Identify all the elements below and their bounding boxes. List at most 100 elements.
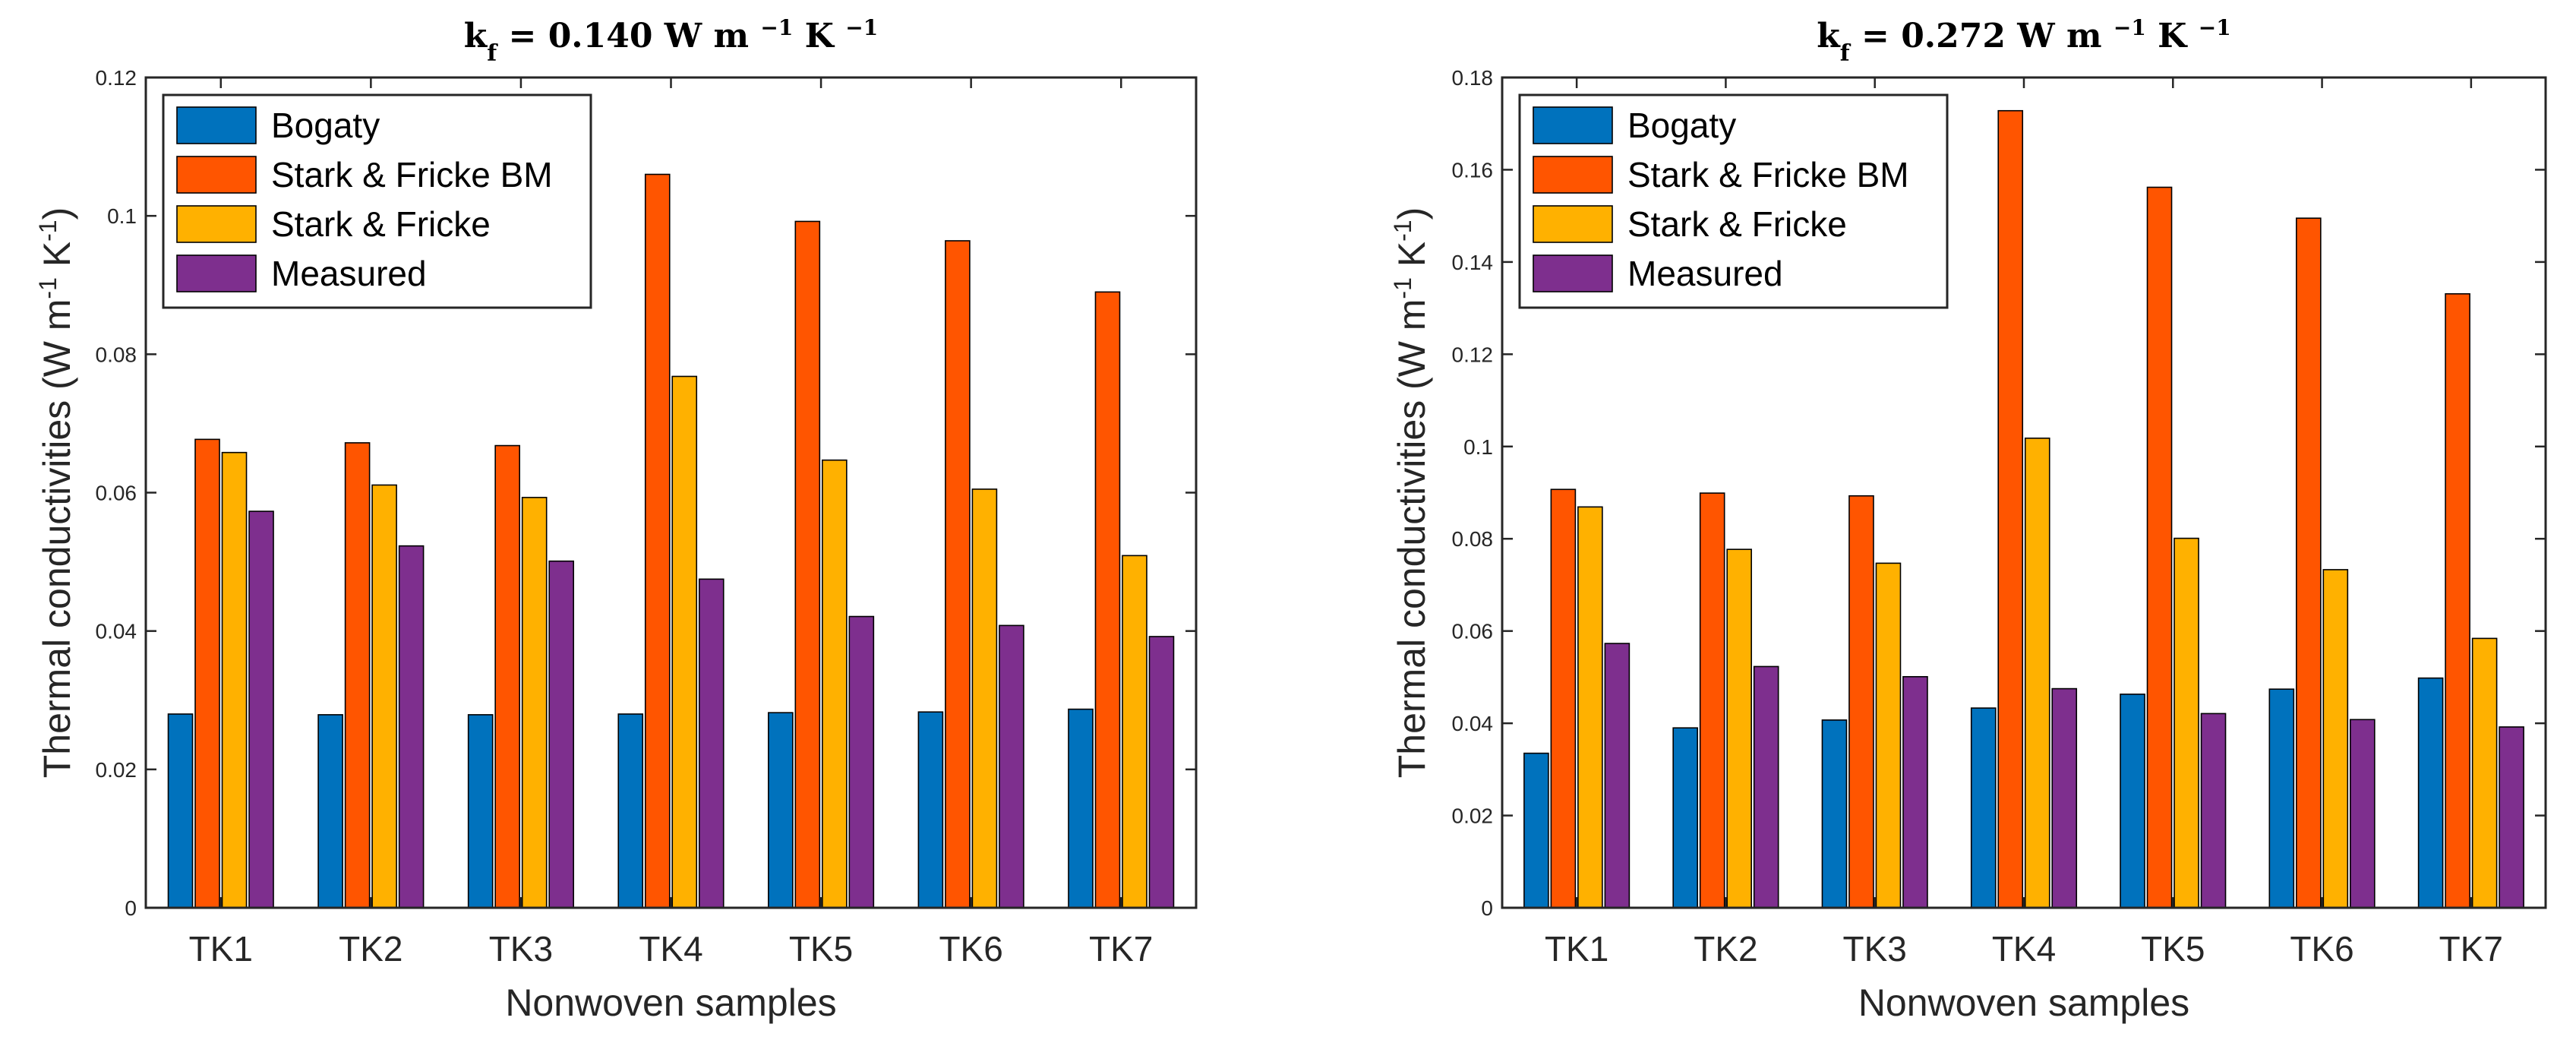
legend-item: Measured bbox=[176, 254, 427, 293]
y-tick-label: 0.04 bbox=[1452, 712, 1494, 735]
series-measured bbox=[1604, 643, 2524, 909]
legend-item: Bogaty bbox=[176, 106, 380, 145]
bar-tk7 bbox=[2499, 726, 2524, 909]
legend-label: Stark & Fricke BM bbox=[271, 155, 553, 194]
legend: Bogaty Stark & Fricke BM Stark & Fricke Mea… bbox=[162, 93, 592, 309]
legend-swatch bbox=[1533, 106, 1613, 144]
x-tick-label: TK3 bbox=[1843, 929, 1907, 969]
bar-tk4 bbox=[617, 713, 644, 909]
x-tick-label: TK7 bbox=[2439, 929, 2503, 969]
bar-tk2 bbox=[371, 484, 397, 909]
y-tick-label: 0 bbox=[1481, 896, 1493, 920]
bar-tk6 bbox=[2350, 719, 2376, 909]
legend: Bogaty Stark & Fricke BM Stark & Fricke Mea… bbox=[1518, 93, 1949, 309]
bar-tk1 bbox=[1577, 506, 1603, 909]
x-tick-label: TK1 bbox=[189, 929, 253, 969]
bar-tk2 bbox=[1672, 727, 1698, 909]
bar-tk5 bbox=[2174, 537, 2199, 909]
bar-tk5 bbox=[2200, 713, 2227, 909]
y-tick-label: 0.18 bbox=[1452, 66, 1494, 90]
y-tick-label: 0.06 bbox=[96, 482, 137, 505]
series-bogaty bbox=[1523, 677, 2444, 909]
bar-tk1 bbox=[167, 713, 194, 909]
bar-tk3 bbox=[1821, 719, 1848, 909]
y-axis: 0 0.02 0.04 0.06 0.08 0.1 0.12 0.14 0.16 0.18 bbox=[1452, 66, 2546, 920]
series-bogaty bbox=[167, 708, 1094, 909]
x-axis: TK1 TK2 TK3 TK4 TK5 TK6 TK7 bbox=[189, 77, 1153, 969]
x-tick-label: TK7 bbox=[1089, 929, 1153, 969]
x-tick-label: TK2 bbox=[339, 929, 402, 969]
bar-tk2 bbox=[398, 545, 425, 909]
y-tick-label: 0.02 bbox=[96, 758, 137, 782]
legend-label: Measured bbox=[271, 254, 427, 293]
legend-swatch bbox=[1533, 205, 1613, 243]
legend-item: Stark & Fricke bbox=[1533, 204, 1847, 244]
bar-tk5 bbox=[768, 712, 794, 909]
bar-tk3 bbox=[548, 560, 574, 909]
bar-tk2 bbox=[317, 714, 343, 909]
chart-title: kf = 0.140 W m −1 K −1 bbox=[464, 15, 878, 67]
legend-swatch bbox=[176, 205, 257, 243]
bar-tk7 bbox=[2445, 292, 2470, 909]
bar-tk6 bbox=[2322, 569, 2349, 909]
legend-swatch bbox=[1533, 156, 1613, 194]
legend-item: Stark & Fricke bbox=[176, 204, 491, 244]
bar-tk3 bbox=[1902, 675, 1928, 909]
legend-label: Stark & Fricke bbox=[1627, 204, 1847, 244]
bar-tk5 bbox=[794, 220, 821, 909]
bar-tk2 bbox=[344, 442, 371, 909]
bar-tk5 bbox=[822, 459, 848, 909]
x-tick-label: TK6 bbox=[939, 929, 1002, 969]
x-axis: TK1 TK2 TK3 TK4 TK5 TK6 TK7 bbox=[1545, 77, 2503, 969]
bar-tk1 bbox=[1550, 488, 1577, 909]
bar-tk2 bbox=[1699, 492, 1725, 909]
x-tick-label: TK4 bbox=[1992, 929, 2056, 969]
bar-tk5 bbox=[848, 615, 875, 909]
bar-tk3 bbox=[494, 444, 520, 909]
legend-label: Bogaty bbox=[271, 106, 380, 145]
bar-tk2 bbox=[1753, 665, 1779, 909]
y-tick-label: 0.16 bbox=[1452, 158, 1494, 182]
y-axis-label: Thermal conductivities (W m-1 K-1) bbox=[1389, 207, 1433, 779]
x-tick-label: TK1 bbox=[1545, 929, 1608, 969]
bar-tk7 bbox=[2471, 637, 2498, 909]
bar-tk6 bbox=[2296, 217, 2322, 909]
legend-label: Bogaty bbox=[1627, 106, 1736, 145]
bar-tk4 bbox=[2024, 438, 2050, 909]
legend-item: Measured bbox=[1533, 254, 1783, 293]
bar-tk1 bbox=[1604, 643, 1631, 909]
bar-tk4 bbox=[1997, 109, 2024, 909]
x-tick-label: TK5 bbox=[2141, 929, 2205, 969]
bar-tk4 bbox=[2051, 687, 2078, 909]
bar-tk4 bbox=[698, 578, 724, 909]
bar-tk7 bbox=[1122, 555, 1148, 909]
bar-tk1 bbox=[1523, 752, 1549, 909]
y-tick-label: 0.1 bbox=[1463, 435, 1493, 459]
y-tick-label: 0.12 bbox=[1452, 343, 1494, 366]
legend-label: Stark & Fricke bbox=[271, 204, 491, 244]
bar-tk7 bbox=[1068, 708, 1094, 909]
bar-tk1 bbox=[221, 451, 248, 909]
legend-swatch bbox=[176, 254, 257, 292]
legend-swatch bbox=[176, 106, 257, 144]
bar-tk7 bbox=[1094, 291, 1121, 909]
bar-tk4 bbox=[644, 173, 671, 909]
bar-tk5 bbox=[2146, 186, 2173, 909]
y-tick-label: 0.1 bbox=[107, 204, 137, 228]
legend-item: Bogaty bbox=[1533, 106, 1736, 145]
x-tick-label: TK5 bbox=[789, 929, 853, 969]
y-tick-label: 0.04 bbox=[96, 620, 137, 643]
bar-tk1 bbox=[194, 438, 220, 909]
legend-label: Measured bbox=[1627, 254, 1783, 293]
bar-tk7 bbox=[2417, 677, 2444, 909]
y-tick-label: 0.06 bbox=[1452, 620, 1494, 643]
series-measured bbox=[248, 510, 1175, 909]
y-tick-label: 0.14 bbox=[1452, 251, 1494, 274]
bar-tk6 bbox=[999, 624, 1024, 909]
series-stark-fricke-bm bbox=[1550, 109, 2470, 909]
legend-label: Stark & Fricke BM bbox=[1627, 155, 1909, 194]
bar-tk7 bbox=[1148, 636, 1175, 909]
